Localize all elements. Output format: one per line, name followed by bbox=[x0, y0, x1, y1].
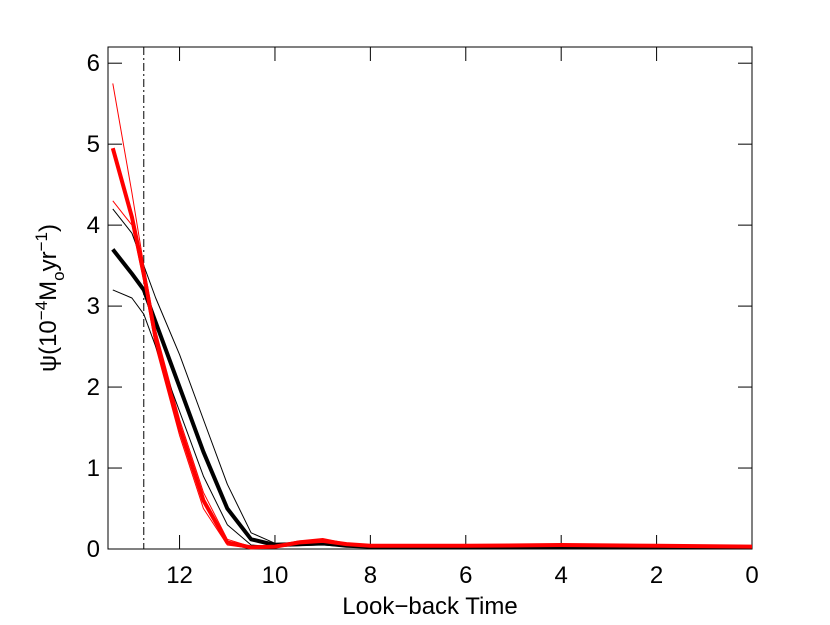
y-tick-label: 0 bbox=[87, 536, 100, 563]
plot-frame bbox=[107, 46, 753, 550]
y-axis-label: ψ(10−4Moyr−1) bbox=[32, 224, 68, 372]
x-axis-label: Look−back Time bbox=[342, 593, 517, 620]
x-tick-label: 0 bbox=[745, 562, 758, 589]
y-tick-label: 5 bbox=[87, 131, 100, 158]
y-label-part: ψ(10 bbox=[35, 320, 62, 372]
y-label-part: −1 bbox=[32, 232, 51, 251]
series-line bbox=[110, 147, 753, 550]
y-label-part: −4 bbox=[32, 301, 51, 320]
x-tick-label: 6 bbox=[459, 562, 472, 589]
y-label-part: yr bbox=[35, 251, 62, 271]
y-tick-label: 1 bbox=[87, 455, 100, 482]
y-tick-label: 3 bbox=[87, 293, 100, 320]
series-line bbox=[112, 200, 753, 549]
x-tick-label: 2 bbox=[650, 562, 663, 589]
series-line bbox=[112, 83, 753, 548]
y-label-part: ) bbox=[35, 224, 62, 232]
x-tick-label: 12 bbox=[166, 562, 193, 589]
y-label-part: o bbox=[49, 271, 68, 280]
series-line bbox=[112, 208, 752, 547]
y-label-part: M bbox=[35, 281, 62, 301]
y-tick-label: 4 bbox=[87, 212, 100, 239]
x-tick-label: 4 bbox=[555, 562, 568, 589]
x-tick-label: 10 bbox=[262, 562, 289, 589]
y-tick-label: 2 bbox=[87, 374, 100, 401]
x-tick-label: 8 bbox=[364, 562, 377, 589]
y-tick-label: 6 bbox=[87, 50, 100, 77]
